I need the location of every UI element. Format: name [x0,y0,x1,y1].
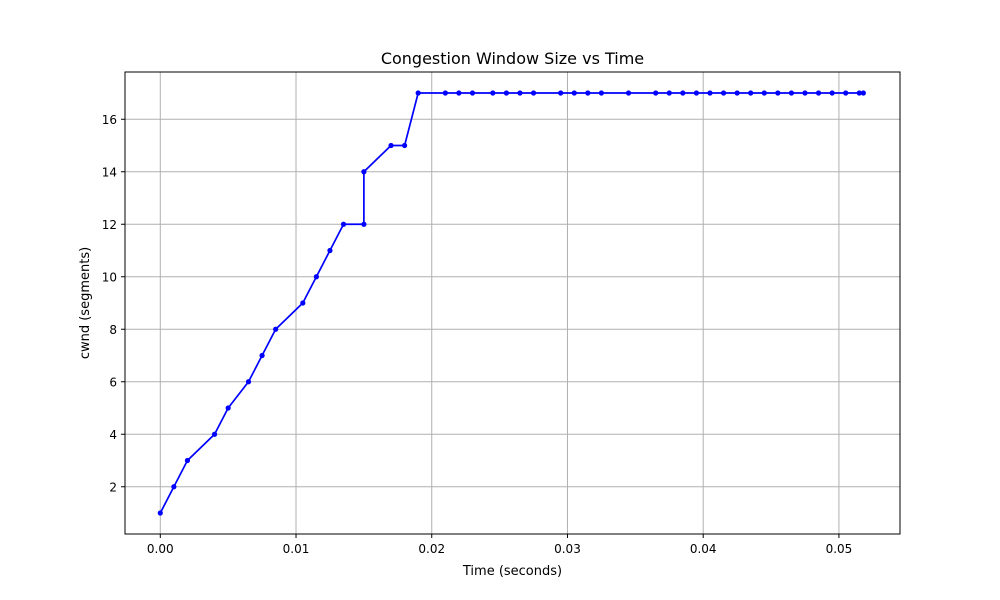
data-point [802,90,808,96]
y-axis: 2 4 6 8 10 12 14 16 [102,113,125,494]
data-point [415,90,421,96]
data-point [490,90,496,96]
data-point [361,169,367,175]
data-point [259,352,265,359]
y-tick-label: 4 [109,428,117,442]
data-point [442,90,448,96]
data-point [571,90,577,96]
data-point [300,300,306,306]
y-tick-label: 14 [102,165,117,179]
data-point [653,90,659,96]
data-point [245,379,252,385]
x-tick-label: 0.03 [554,542,581,556]
series-line [159,92,864,514]
data-point [530,90,537,96]
y-axis-label: cwnd (segments) [78,247,93,359]
x-gridlines [159,72,840,534]
data-point [273,326,279,332]
y-gridlines [125,118,900,488]
data-point [625,90,632,96]
data-point [856,90,862,96]
x-tick-label: 0.00 [147,542,174,556]
y-tick-label: 2 [109,480,117,494]
y-tick-label: 8 [109,323,117,337]
data-point [666,90,672,96]
data-point [517,90,523,96]
data-point [388,142,394,149]
data-point [680,90,686,96]
data-point [558,90,564,96]
data-point [720,90,727,96]
data-point [598,90,605,96]
data-point [761,90,767,96]
series-layer [157,90,866,516]
x-tick-label: 0.02 [418,542,445,556]
data-point [707,90,713,96]
data-point [340,221,347,227]
x-tick-label: 0.01 [283,542,310,556]
data-point [171,484,177,490]
data-point [401,142,408,149]
y-tick-label: 16 [102,113,117,127]
data-point [843,90,849,96]
data-point [184,457,191,464]
plot-frame [124,71,901,535]
data-point [815,90,822,96]
y-tick-label: 6 [109,375,117,389]
data-point [327,247,333,254]
data-point [748,90,754,96]
data-point [860,90,866,96]
plot-background [125,72,900,534]
data-point [775,90,781,96]
x-axis: 0.00 0.01 0.02 0.03 0.04 0.05 [147,534,852,556]
y-tick-label: 12 [102,218,117,232]
data-point [585,90,591,96]
data-point [829,90,835,96]
plot-area [124,71,901,535]
y-tick-label: 10 [102,270,117,284]
data-point [456,90,462,96]
data-point [734,90,740,96]
data-point [225,405,231,411]
data-point [469,90,476,96]
x-axis-label: Time (seconds) [462,564,562,579]
data-point [788,90,795,96]
data-point [211,431,218,437]
x-tick-label: 0.05 [826,542,853,556]
data-point [313,274,319,280]
data-point [157,510,163,516]
data-point [693,90,700,96]
x-tick-label: 0.04 [690,542,717,556]
data-point [361,221,367,227]
data-point [503,90,509,96]
chart-title: Congestion Window Size vs Time [381,49,644,68]
